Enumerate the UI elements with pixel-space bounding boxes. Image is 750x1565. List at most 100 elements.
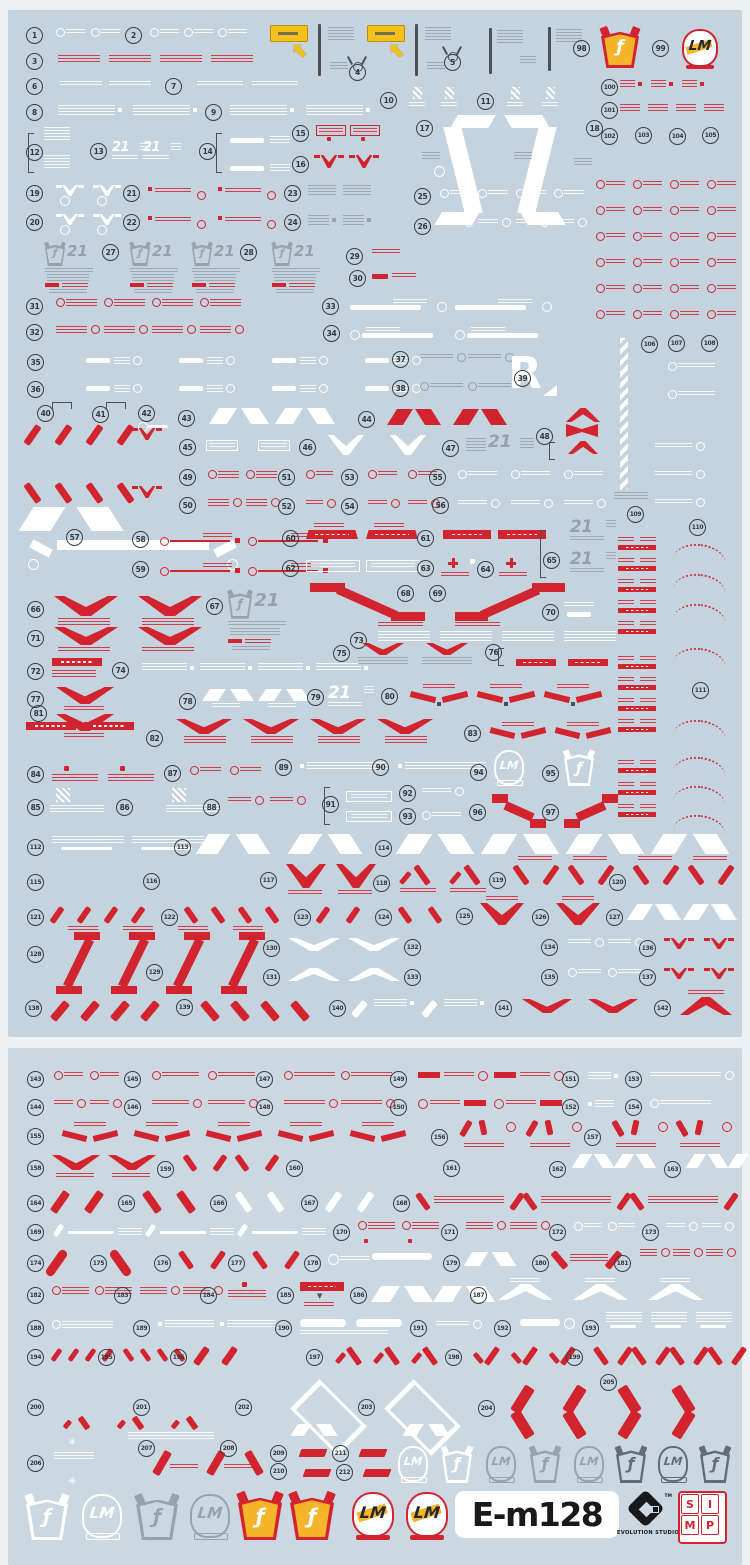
marker-number: 3 [32, 57, 37, 66]
decal-emb: LM [406, 1492, 448, 1540]
decal-slash [237, 905, 253, 925]
micro-text [606, 259, 625, 265]
decal-vpair [480, 834, 560, 854]
marker-207: 207 [138, 1440, 155, 1457]
chev-left [727, 1154, 749, 1168]
decal-mt [450, 888, 486, 894]
z-start [310, 583, 345, 592]
marker-21: 21 [123, 185, 140, 202]
decal-rtx [208, 498, 242, 508]
marker-number: 190 [277, 1325, 290, 1332]
decal-cbar [568, 659, 608, 666]
marker-number: 50 [182, 501, 193, 510]
marker-number: 31 [29, 302, 40, 311]
marker-number: 33 [325, 302, 336, 311]
marker-76: 76 [485, 644, 502, 661]
decal-rect [362, 1469, 392, 1477]
decal-slash [156, 1347, 169, 1363]
decal-emb: ƒ [614, 1445, 648, 1483]
marker-134: 134 [541, 939, 558, 956]
caution-dash [375, 533, 409, 536]
ring [661, 1248, 670, 1257]
marker-number: 34 [326, 329, 337, 338]
decal-vee [680, 997, 732, 1015]
lm-banner [410, 1534, 444, 1540]
marker-64: 64 [477, 561, 494, 578]
decal-mt [211, 55, 253, 64]
micro-text [393, 299, 427, 303]
lm-badge [486, 1446, 516, 1482]
decal-sl2r [674, 1119, 732, 1148]
emblem-lm-wo: LM [398, 1446, 428, 1483]
decal-mtq [306, 105, 370, 115]
decal-apair [177, 1250, 227, 1270]
marker-number: 37 [395, 355, 406, 364]
marker-number: 93 [402, 812, 413, 821]
marker-number: 178 [306, 1260, 319, 1267]
decal-mt [372, 249, 400, 255]
marker-number: 81 [33, 709, 44, 718]
micro-text [405, 762, 486, 770]
marker-number: 205 [602, 1379, 615, 1386]
micro-text [56, 326, 87, 335]
slash-b [478, 1119, 488, 1136]
marker-178: 178 [304, 1255, 321, 1272]
decal-rlab [618, 698, 656, 714]
micro-right [606, 552, 617, 560]
marker-number: 163 [666, 1166, 679, 1173]
decal-slash [183, 905, 199, 925]
chev-left [133, 1129, 159, 1142]
micro-text [643, 259, 662, 265]
marker-8: 8 [26, 104, 43, 121]
micro-right [606, 520, 617, 528]
marker-number: 43 [181, 414, 192, 423]
decal-mt [184, 736, 226, 744]
decal-sqtr [148, 187, 206, 200]
marker-number: 157 [586, 1134, 599, 1141]
check-long [522, 1346, 539, 1366]
wing-vee [99, 185, 115, 196]
marker-191: 191 [410, 1320, 427, 1337]
chev-left [290, 1424, 313, 1436]
lm-monogram: LM [498, 758, 520, 773]
ring [233, 498, 242, 507]
lm-monogram: LM [578, 1454, 600, 1469]
decal-rtx [246, 498, 280, 508]
decal-cbar [498, 530, 546, 539]
marker-number: 203 [360, 1404, 373, 1411]
emblem-lm-go: LM [574, 1446, 604, 1483]
micro-text [408, 500, 427, 506]
decal-bent [662, 1384, 708, 1440]
marker-59: 59 [132, 561, 149, 578]
marker-119: 119 [489, 872, 506, 889]
micro-1 [192, 268, 240, 272]
decal-vpair [275, 408, 335, 424]
decal-rect [372, 274, 388, 279]
crest-shield-inner [241, 1500, 279, 1538]
decal-vee [54, 627, 118, 645]
chev-left [209, 408, 237, 424]
marker-number: 63 [420, 564, 431, 573]
micro-1 [45, 268, 93, 272]
bridge-left [29, 539, 53, 558]
marker-number: 120 [611, 879, 624, 886]
decal-mt [499, 572, 527, 578]
decal-rtx [284, 1071, 336, 1080]
decal-ring [97, 196, 107, 206]
decal-slash [85, 423, 104, 447]
marker-number: 44 [361, 415, 372, 424]
micro-text [114, 385, 130, 392]
decal-slash [234, 1190, 253, 1214]
decal-mt [50, 805, 104, 814]
decal-ring [97, 225, 107, 235]
decal-rect [298, 1449, 328, 1457]
lm-banner [194, 1532, 228, 1540]
marker-48: 48 [536, 428, 553, 445]
decal-mt [270, 164, 290, 172]
decal-rtx [152, 298, 194, 308]
marker-number: 148 [258, 1104, 271, 1111]
micro-square [614, 1073, 618, 1078]
marker-53: 53 [341, 469, 358, 486]
decal-rect [318, 24, 321, 76]
